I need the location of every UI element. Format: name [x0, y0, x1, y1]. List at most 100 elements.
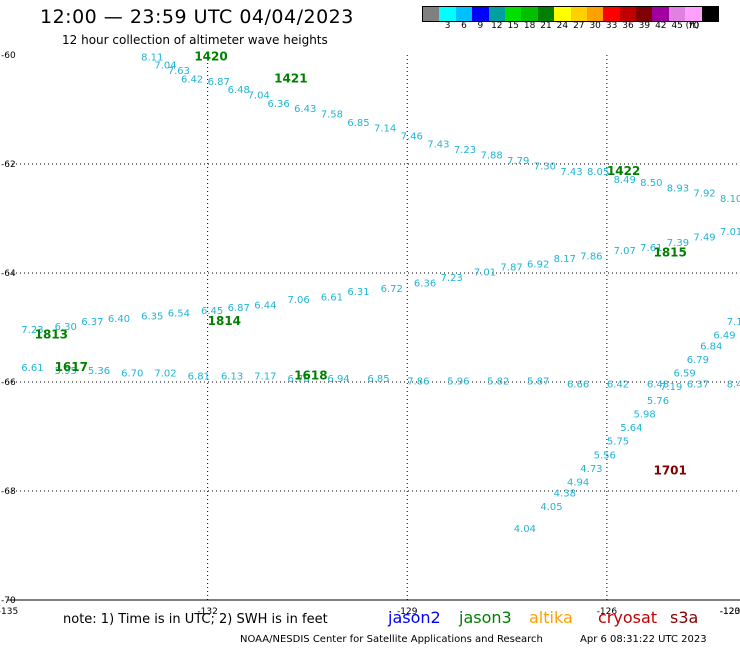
colorbar-tick-label: 70 [687, 21, 700, 31]
wave-height-value: 6.84 [700, 341, 722, 352]
wave-height-value: 5.36 [88, 366, 110, 377]
wave-height-value: 8.50 [640, 178, 662, 189]
wave-height-value: 5.76 [647, 396, 669, 407]
colorbar-swatch [701, 7, 719, 21]
legend-item-jason2: jason2 [388, 608, 441, 627]
wave-height-value: 8.49 [614, 175, 636, 186]
wave-height-value: 7.23 [441, 273, 463, 284]
wave-height-value: 6.54 [168, 309, 190, 320]
wave-height-value: 6.13 [221, 371, 243, 382]
colorbar-swatch [423, 7, 440, 21]
wave-height-value: 7.17 [254, 371, 276, 382]
wave-height-value: 4.38 [554, 488, 576, 499]
wave-height-value: 6.72 [381, 284, 403, 295]
legend-item-jason3: jason3 [459, 608, 512, 627]
wave-height-value: 6.42 [607, 379, 629, 390]
wave-height-value: 6.31 [347, 287, 369, 298]
wave-height-value: 6.44 [254, 300, 276, 311]
pass-time-label: 1420 [194, 49, 227, 63]
wave-height-value: 6.81 [188, 371, 210, 382]
wave-height-value: 6.35 [141, 311, 163, 322]
colorbar-swatch [537, 7, 555, 21]
latitude-tick-label: -68 [1, 487, 16, 497]
wave-height-value: 6.59 [673, 369, 695, 380]
colorbar-swatch [504, 7, 522, 21]
wave-height-value: 8.93 [667, 183, 689, 194]
wave-height-value: 6.66 [567, 379, 589, 390]
colorbar-swatch [603, 7, 620, 21]
colorbar-tick-label: 9 [477, 21, 484, 31]
wave-height-value: 7.14 [374, 123, 396, 134]
longitude-tick-label: -132 [197, 607, 217, 617]
wave-height-value: 7.58 [321, 110, 343, 121]
wave-height-value: 7.19 [660, 382, 682, 393]
wave-height-value: 6.36 [268, 99, 290, 110]
wave-height-value: 7.02 [154, 369, 176, 380]
colorbar-tick-label: 45 [671, 21, 683, 31]
wave-height-value: 6.70 [121, 369, 143, 380]
wave-height-value: 7.63 [168, 66, 190, 77]
wave-height-value: 6.49 [713, 330, 735, 341]
wave-height-value: 7.88 [480, 151, 502, 162]
wave-height-value: 6.45 [201, 306, 223, 317]
colorbar-tick-label: 15 [507, 21, 519, 31]
legend-item-s3a: s3a [670, 608, 699, 627]
colorbar-swatch [619, 7, 637, 21]
colorbar-swatch [570, 7, 587, 21]
wave-height-value: 6.43 [294, 104, 316, 115]
wave-height-value: 6.40 [108, 314, 130, 325]
wave-height-value: 7.79 [507, 156, 529, 167]
colorbar-swatch [586, 7, 604, 21]
wave-height-value: 6.61 [21, 363, 43, 374]
longitude-tick-label: -120 [720, 607, 740, 617]
wave-height-value: 7.23 [21, 325, 43, 336]
wave-height-value: 7.43 [560, 167, 582, 178]
wave-height-value: 5.82 [487, 377, 509, 388]
colorbar-tick-label: 24 [556, 21, 569, 31]
wave-height-value: 6.37 [81, 317, 103, 328]
wave-height-value: 7.23 [454, 145, 476, 156]
legend-item-altika: altika [529, 608, 573, 627]
colorbar-tick-label: 18 [523, 21, 536, 31]
colorbar-tick-label: 42 [655, 21, 667, 31]
pass-time-label: 1814 [208, 314, 241, 328]
wave-height-value: 7.86 [407, 377, 429, 388]
legend-item-cryosat: cryosat [598, 608, 658, 627]
wave-height-value: 7.12 [727, 317, 740, 328]
colorbar-swatch [652, 7, 669, 21]
wave-height-value: 5.95 [55, 366, 77, 377]
colorbar-tick-label: 39 [638, 21, 651, 31]
wave-height-value: 7.46 [401, 131, 423, 142]
wave-height-value: 7.07 [614, 246, 636, 257]
latitude-tick-label: -64 [1, 269, 16, 279]
colorbar-tick-label: 6 [461, 21, 467, 31]
wave-height-value: 5.75 [607, 437, 629, 448]
wave-height-value: 6.76 [287, 374, 309, 385]
longitude-tick-label: -123 [720, 607, 740, 617]
colorbar-tick-label: 12 [491, 21, 503, 31]
wave-height-value: 4.05 [540, 502, 562, 513]
wave-height-value: 7.30 [534, 161, 556, 172]
wave-height-value: 7.01 [474, 268, 496, 279]
wave-height-value: 7.61 [640, 243, 662, 254]
latitude-tick-label: -70 [1, 596, 16, 606]
wave-height-value: 4.04 [514, 524, 536, 535]
latitude-tick-label: -62 [1, 160, 16, 170]
colorbar-unit-label: (ft) [685, 21, 700, 31]
wave-height-value: 8.10 [720, 194, 740, 205]
pass-time-label: 1618 [294, 368, 327, 382]
colorbar-swatch [554, 7, 571, 21]
colorbar-swatch [439, 7, 456, 21]
colorbar-tick-labels: 3 6 9 12 15 18 21 24 27 30 33 36 39 42 45 70 (ft) [422, 21, 740, 35]
colorbar-swatch [521, 7, 538, 21]
colorbar-swatch [488, 7, 505, 21]
wave-height-value: 6.85 [347, 118, 369, 129]
colorbar-tick-label: 27 [573, 21, 585, 31]
latitude-tick-label: -60 [1, 51, 16, 61]
colorbar-swatch [455, 7, 473, 21]
wave-height-value: 6.79 [687, 355, 709, 366]
wave-height-value: 4.94 [567, 478, 589, 489]
wave-height-value: 6.37 [687, 379, 709, 390]
